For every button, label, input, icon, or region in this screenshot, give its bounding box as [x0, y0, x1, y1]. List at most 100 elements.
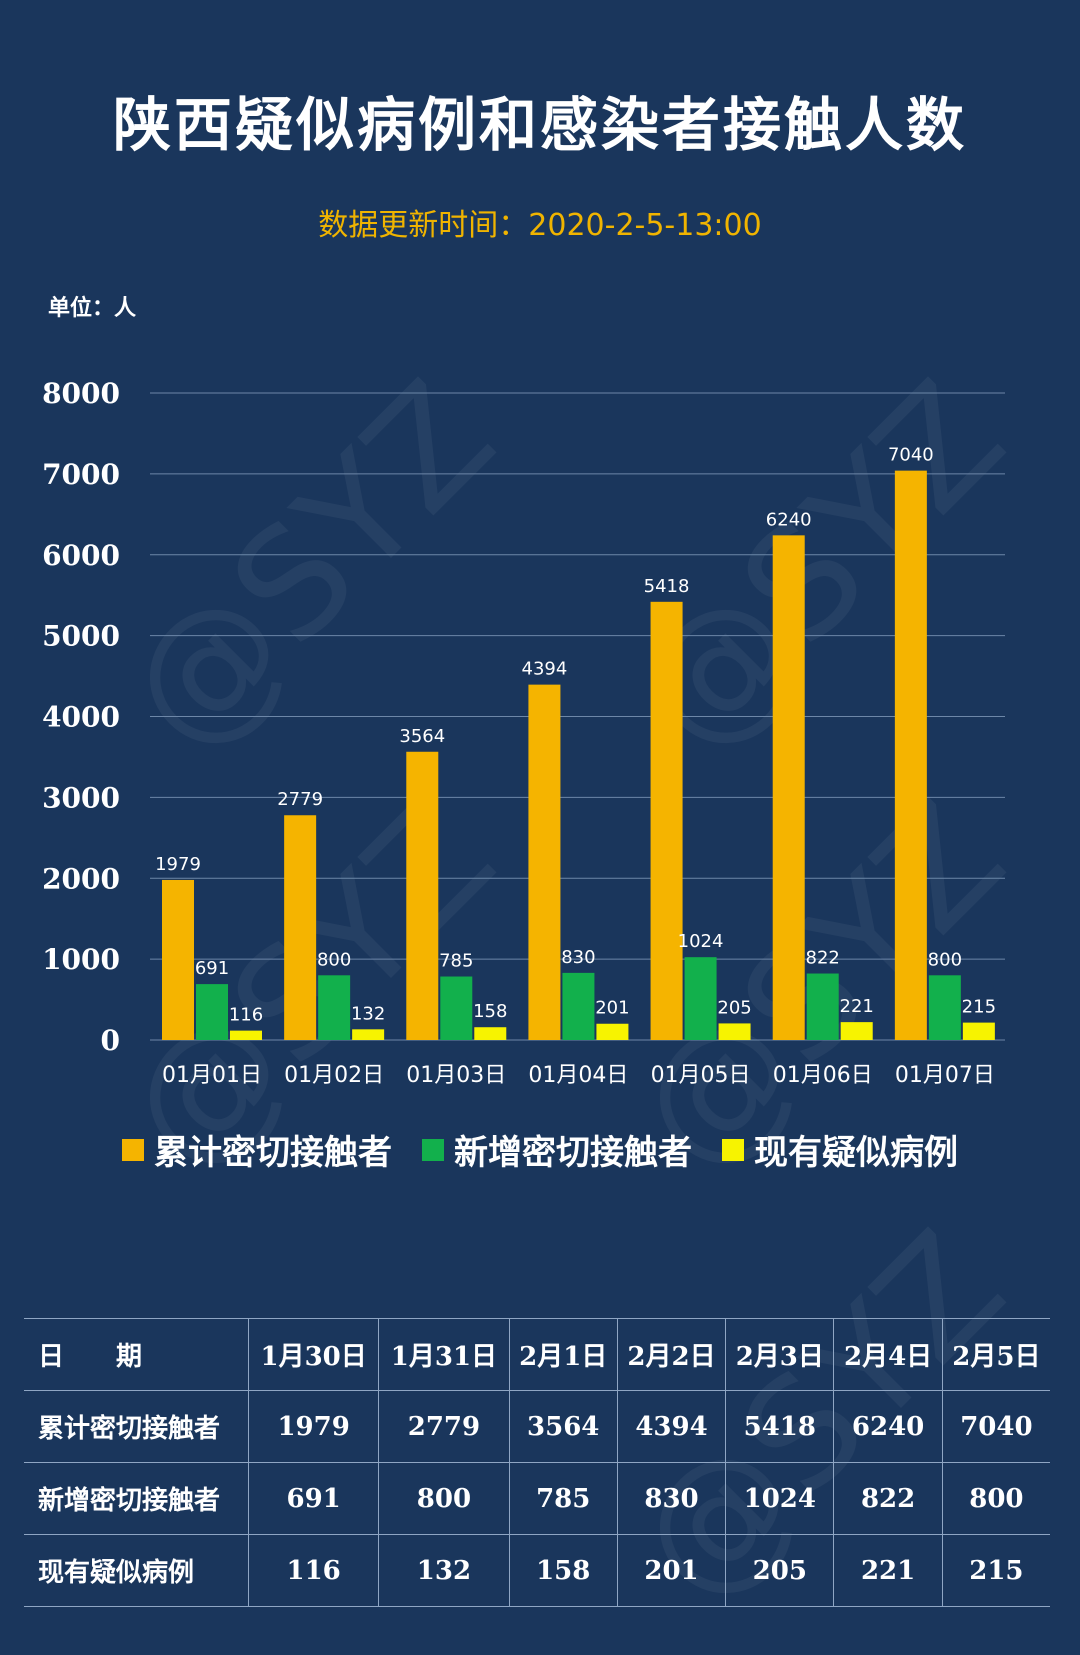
y-tick-label: 4000	[42, 701, 120, 734]
table-row-label: 现有疑似病例	[24, 1534, 249, 1607]
table-cell: 132	[378, 1534, 510, 1607]
x-tick-label: 01月05日	[651, 1063, 751, 1088]
y-tick-label: 8000	[42, 377, 120, 410]
data-label: 3564	[399, 726, 445, 747]
table-row-label: 累计密切接触者	[24, 1390, 249, 1463]
table-cell: 691	[247, 1462, 379, 1535]
bar	[528, 684, 561, 1040]
table-header-cell: 2月5日	[941, 1318, 1050, 1391]
x-tick-label: 01月02日	[284, 1063, 384, 1088]
data-label: 158	[473, 1001, 507, 1022]
data-label: 132	[351, 1003, 385, 1024]
data-label: 800	[928, 949, 962, 970]
bar	[684, 957, 717, 1040]
table-cell: 3564	[508, 1390, 618, 1463]
bar	[596, 1023, 629, 1040]
table-cell: 785	[508, 1462, 618, 1535]
legend-label: 现有疑似病例	[754, 1133, 958, 1173]
bar	[474, 1027, 507, 1040]
table-row: 新增密切接触者 691 800 785 830 1024 822 800	[24, 1462, 1050, 1535]
bar	[162, 879, 194, 1040]
bar	[352, 1029, 385, 1040]
x-tick-label: 01月03日	[406, 1063, 506, 1088]
table-cell: 6240	[833, 1390, 943, 1463]
x-tick-label: 01月07日	[895, 1063, 995, 1088]
table-row: 现有疑似病例 116 132 158 201 205 221 215	[24, 1534, 1050, 1607]
legend-item-new: 新增密切接触者	[422, 1125, 692, 1174]
data-label: 5418	[644, 576, 690, 597]
bar	[284, 815, 317, 1040]
table-header-cell: 日 期	[24, 1318, 249, 1391]
data-label: 830	[561, 947, 595, 968]
bar	[962, 1022, 995, 1040]
table-header-cell: 1月30日	[247, 1318, 379, 1391]
table-cell: 2779	[378, 1390, 510, 1463]
x-tick-label: 01月01日	[162, 1063, 262, 1088]
data-label: 691	[195, 958, 229, 979]
bar	[718, 1023, 751, 1040]
table-row-label: 新增密切接触者	[24, 1462, 249, 1535]
table-header-cell: 2月3日	[725, 1318, 834, 1391]
table-cell: 116	[247, 1534, 379, 1607]
y-tick-label: 6000	[42, 539, 120, 572]
data-label: 7040	[888, 445, 934, 466]
table-header-cell: 2月4日	[833, 1318, 943, 1391]
table-cell: 7040	[941, 1390, 1050, 1463]
bar	[196, 984, 228, 1040]
data-table: 日 期 1月30日 1月31日 2月1日 2月2日 2月3日 2月4日 2月5日…	[24, 1318, 1050, 1607]
table-cell: 830	[616, 1462, 726, 1535]
table-cell: 800	[941, 1462, 1050, 1535]
table-header-cell: 2月2日	[616, 1318, 726, 1391]
bar	[840, 1022, 873, 1040]
legend-label: 新增密切接触者	[454, 1133, 692, 1173]
unit-label: 单位：人	[48, 296, 137, 321]
data-label: 215	[962, 997, 996, 1018]
data-label: 1979	[155, 854, 201, 875]
bar	[318, 975, 351, 1040]
legend-item-suspected: 现有疑似病例	[722, 1125, 958, 1174]
legend-swatch	[422, 1138, 444, 1161]
bar	[928, 975, 961, 1040]
table-cell: 800	[378, 1462, 510, 1535]
data-label: 1024	[678, 931, 724, 952]
data-label: 785	[439, 951, 473, 972]
bar	[806, 973, 839, 1040]
bar	[650, 601, 683, 1040]
bar	[230, 1030, 262, 1040]
legend-swatch	[122, 1138, 144, 1161]
table-header-row: 日 期 1月30日 1月31日 2月1日 2月2日 2月3日 2月4日 2月5日	[24, 1318, 1050, 1391]
legend-swatch	[722, 1138, 744, 1161]
table-cell: 205	[725, 1534, 834, 1607]
data-label: 6240	[766, 509, 812, 530]
data-label: 822	[806, 948, 840, 969]
bar	[772, 535, 805, 1040]
legend-label: 累计密切接触者	[154, 1133, 392, 1173]
table-cell: 1024	[725, 1462, 834, 1535]
table-cell: 215	[941, 1534, 1050, 1607]
chart-title: 陕西疑似病例和感染者接触人数	[112, 91, 967, 159]
table-cell: 158	[508, 1534, 618, 1607]
table-header-cell: 1月31日	[378, 1318, 510, 1391]
data-label: 221	[840, 996, 874, 1017]
y-tick-label: 3000	[42, 781, 120, 814]
table-cell: 221	[833, 1534, 943, 1607]
data-label: 800	[317, 949, 351, 970]
x-tick-label: 01月04日	[528, 1063, 628, 1088]
bar	[440, 976, 473, 1040]
data-label: 4394	[522, 659, 568, 680]
y-tick-label: 7000	[42, 458, 120, 491]
table-cell: 5418	[725, 1390, 834, 1463]
y-tick-label: 2000	[42, 862, 120, 895]
x-tick-label: 01月06日	[773, 1063, 873, 1088]
table-header-cell: 2月1日	[508, 1318, 618, 1391]
bar	[894, 470, 927, 1040]
legend-item-cumulative: 累计密切接触者	[122, 1125, 392, 1174]
data-label: 201	[595, 998, 629, 1019]
table-cell: 4394	[616, 1390, 726, 1463]
data-label: 2779	[277, 789, 323, 810]
table-cell: 1979	[247, 1390, 379, 1463]
y-tick-label: 5000	[42, 620, 120, 653]
chart-subtitle: 数据更新时间：2020-2-5-13:00	[318, 208, 762, 243]
y-tick-label: 0	[101, 1024, 120, 1057]
bar	[562, 972, 595, 1040]
